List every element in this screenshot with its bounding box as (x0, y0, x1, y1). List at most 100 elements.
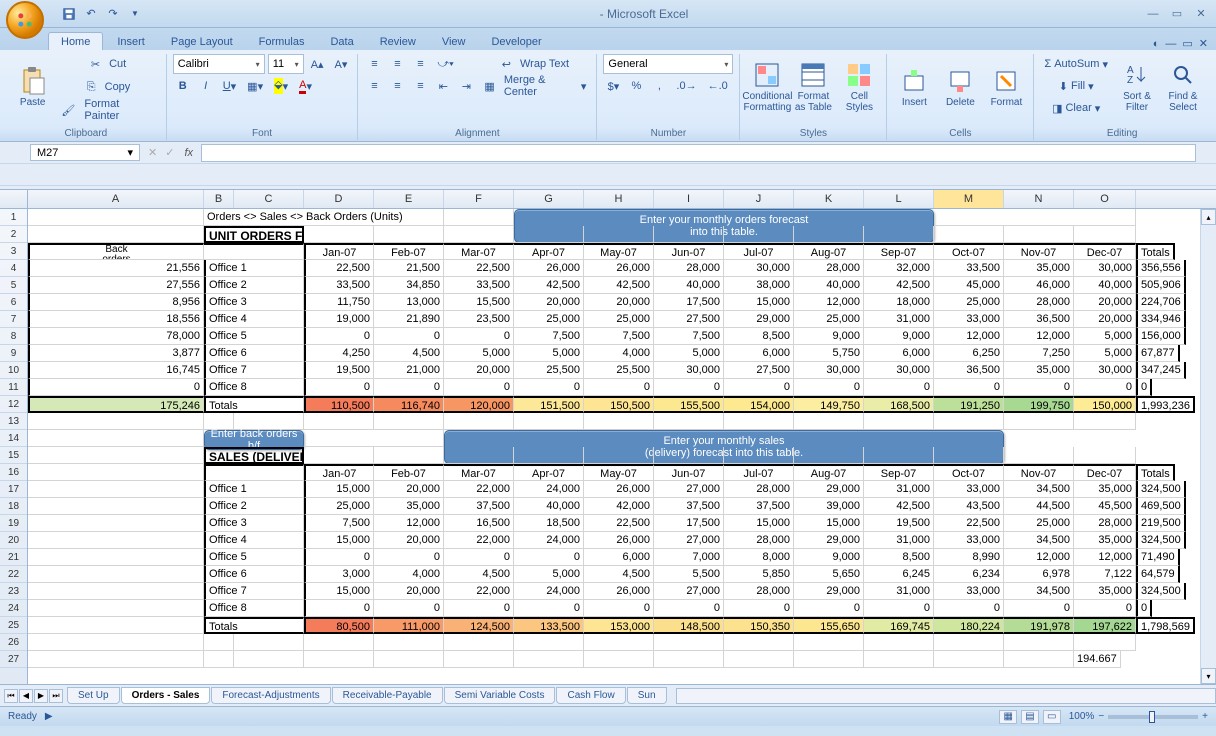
cell[interactable]: 67,877 (1136, 345, 1180, 362)
cell[interactable]: Totals (1136, 243, 1175, 260)
cell[interactable]: 34,500 (1004, 583, 1074, 600)
column-header[interactable]: N (1004, 190, 1074, 208)
cell[interactable]: Aug-07 (794, 243, 864, 260)
column-header[interactable]: J (724, 190, 794, 208)
cell[interactable]: 6,000 (724, 345, 794, 362)
cell[interactable] (934, 209, 1136, 226)
cell[interactable]: 0 (304, 600, 374, 617)
cell[interactable]: 30,000 (724, 260, 794, 277)
zoom-slider[interactable] (1108, 715, 1198, 719)
cell[interactable]: 0 (1136, 379, 1152, 396)
cell[interactable]: 27,000 (654, 583, 724, 600)
cell[interactable]: 4,500 (444, 566, 514, 583)
cell[interactable]: 8,500 (724, 328, 794, 345)
font-color-button[interactable]: A▾ (295, 76, 316, 96)
cell[interactable] (864, 413, 934, 430)
row-header[interactable]: 25 (0, 617, 27, 634)
cell[interactable]: Jul-07 (724, 243, 794, 260)
row-header[interactable]: 15 (0, 447, 27, 464)
cell[interactable]: 20,000 (374, 481, 444, 498)
cell[interactable]: Sep-07 (864, 464, 934, 481)
cell[interactable]: Feb-07 (374, 464, 444, 481)
row-header[interactable]: 18 (0, 498, 27, 515)
cell[interactable] (514, 447, 584, 464)
cell[interactable]: 28,000 (654, 260, 724, 277)
cell[interactable]: 22,000 (444, 532, 514, 549)
cell[interactable]: 169,745 (864, 617, 934, 634)
cell[interactable]: 25,000 (934, 294, 1004, 311)
qat-dropdown-icon[interactable]: ▼ (126, 5, 144, 23)
cell[interactable] (514, 413, 584, 430)
cell[interactable]: 0 (514, 549, 584, 566)
cell[interactable]: 9,000 (864, 328, 934, 345)
cell[interactable] (1074, 634, 1136, 651)
cell[interactable] (204, 651, 234, 668)
cell[interactable] (724, 447, 794, 464)
zoom-level[interactable]: 100% (1069, 711, 1095, 722)
column-header[interactable]: E (374, 190, 444, 208)
cell[interactable]: 33,000 (934, 481, 1004, 498)
align-bottom-button[interactable]: ≡ (410, 54, 430, 74)
cell[interactable]: 21,890 (374, 311, 444, 328)
row-header[interactable]: 19 (0, 515, 27, 532)
cell[interactable]: 5,000 (1074, 328, 1136, 345)
macro-record-icon[interactable]: ▶ (45, 711, 53, 722)
cell[interactable]: 180,224 (934, 617, 1004, 634)
fill-button[interactable]: ⬇ Fill▾ (1040, 76, 1112, 96)
tab-insert[interactable]: Insert (105, 33, 157, 50)
vertical-scrollbar[interactable]: ▴ ▾ (1200, 209, 1216, 684)
cell[interactable] (28, 600, 204, 617)
cell[interactable]: 5,850 (724, 566, 794, 583)
cell[interactable]: 20,000 (444, 362, 514, 379)
cell[interactable]: 191,250 (934, 396, 1004, 413)
cell[interactable]: 5,500 (654, 566, 724, 583)
cell[interactable]: 28,000 (794, 260, 864, 277)
name-box[interactable]: M27▾ (30, 144, 140, 161)
cell[interactable]: 0 (304, 379, 374, 396)
row-header[interactable]: 26 (0, 634, 27, 651)
align-left-button[interactable]: ≡ (364, 76, 384, 96)
cell[interactable]: 6,978 (1004, 566, 1074, 583)
cell[interactable]: 80,500 (304, 617, 374, 634)
cell[interactable] (934, 447, 1004, 464)
cell[interactable]: 45,500 (1074, 498, 1136, 515)
cell[interactable]: 0 (724, 600, 794, 617)
tab-data[interactable]: Data (318, 33, 365, 50)
cell[interactable]: Totals (204, 396, 304, 413)
cell[interactable] (1004, 447, 1074, 464)
cell[interactable] (28, 549, 204, 566)
cell[interactable]: 20,000 (584, 294, 654, 311)
cell[interactable]: 33,000 (934, 532, 1004, 549)
cell[interactable]: 35,000 (374, 498, 444, 515)
cell[interactable] (28, 430, 204, 447)
cell[interactable]: 155,500 (654, 396, 724, 413)
row-header[interactable]: 23 (0, 583, 27, 600)
cell[interactable] (934, 651, 1004, 668)
column-header[interactable]: L (864, 190, 934, 208)
cell[interactable]: Office 4 (204, 532, 304, 549)
column-header[interactable]: A (28, 190, 204, 208)
merge-center-button[interactable]: ▦ Merge & Center▾ (480, 76, 590, 96)
row-header[interactable]: 3 (0, 243, 27, 260)
cell[interactable]: 31,000 (864, 583, 934, 600)
cell[interactable]: 30,000 (794, 362, 864, 379)
cell[interactable]: 25,000 (514, 311, 584, 328)
cell[interactable]: 151,500 (514, 396, 584, 413)
cell[interactable]: 15,000 (304, 532, 374, 549)
row-header[interactable]: 17 (0, 481, 27, 498)
cell[interactable] (514, 226, 584, 243)
zoom-in-button[interactable]: + (1202, 711, 1208, 722)
cell[interactable]: 116,740 (374, 396, 444, 413)
align-center-button[interactable]: ≡ (387, 76, 407, 96)
cell[interactable]: 0 (444, 328, 514, 345)
cell[interactable] (1004, 651, 1074, 668)
page-break-view-button[interactable]: ▭ (1043, 710, 1061, 724)
grow-font-button[interactable]: A▴ (307, 54, 328, 74)
cell[interactable]: 31,000 (864, 311, 934, 328)
cell[interactable]: 0 (444, 549, 514, 566)
cell[interactable]: 0 (1074, 600, 1136, 617)
cell[interactable]: 324,500 (1136, 481, 1186, 498)
cell[interactable] (514, 651, 584, 668)
cell[interactable]: 19,500 (304, 362, 374, 379)
cell[interactable]: Jun-07 (654, 464, 724, 481)
